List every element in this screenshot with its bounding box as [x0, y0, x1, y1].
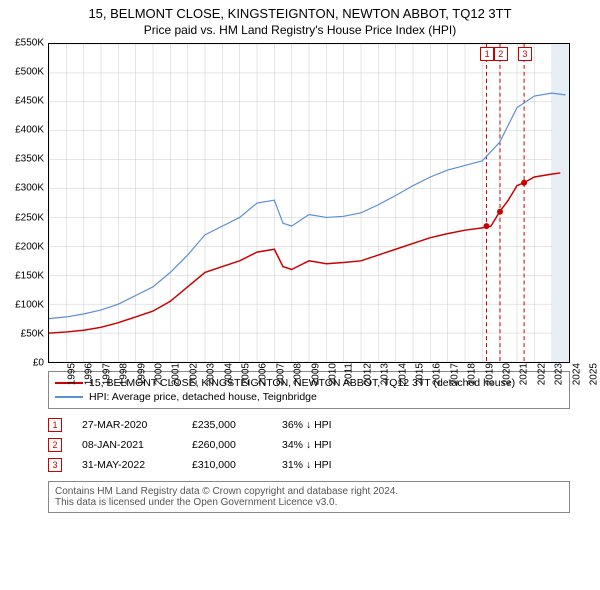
x-tick-label: 2004 — [223, 363, 234, 385]
x-tick-label: 2021 — [519, 363, 530, 385]
y-tick-label: £550K — [15, 38, 44, 49]
x-tick-label: 2014 — [397, 363, 408, 385]
x-tick-label: 2020 — [501, 363, 512, 385]
x-tick-label: 2019 — [484, 363, 495, 385]
event-marker: 2 — [48, 438, 62, 452]
x-tick-label: 1995 — [66, 363, 77, 385]
event-marker-2: 2 — [494, 47, 508, 61]
y-tick-label: £500K — [15, 67, 44, 78]
x-tick-label: 2007 — [275, 363, 286, 385]
y-tick-label: £200K — [15, 241, 44, 252]
x-tick-label: 2001 — [171, 363, 182, 385]
events-table: 1 27-MAR-2020 £235,000 36% ↓ HPI 2 08-JAN-202… — [48, 415, 570, 475]
legend-label: HPI: Average price, detached house, Teig… — [89, 391, 317, 403]
event-row: 2 08-JAN-2021 £260,000 34% ↓ HPI — [48, 435, 570, 455]
x-tick-label: 2023 — [553, 363, 564, 385]
y-tick-label: £350K — [15, 154, 44, 165]
event-delta: 36% ↓ HPI — [282, 419, 332, 431]
x-tick-label: 1996 — [84, 363, 95, 385]
x-tick-label: 2008 — [292, 363, 303, 385]
event-row: 1 27-MAR-2020 £235,000 36% ↓ HPI — [48, 415, 570, 435]
x-tick-label: 2022 — [536, 363, 547, 385]
y-tick-label: £100K — [15, 299, 44, 310]
event-marker: 1 — [48, 418, 62, 432]
chart-area: £0£50K£100K£150K£200K£250K£300K£350K£400… — [48, 43, 570, 363]
x-tick-label: 1997 — [101, 363, 112, 385]
event-price: £235,000 — [192, 419, 262, 431]
event-price: £260,000 — [192, 439, 262, 451]
event-date: 31-MAY-2022 — [82, 459, 172, 471]
legend-row: HPI: Average price, detached house, Teig… — [55, 390, 563, 404]
x-tick-label: 2013 — [379, 363, 390, 385]
y-tick-label: £150K — [15, 270, 44, 281]
event-date: 27-MAR-2020 — [82, 419, 172, 431]
legend-swatch — [55, 396, 83, 398]
x-tick-label: 2006 — [258, 363, 269, 385]
x-tick-label: 1998 — [118, 363, 129, 385]
chart-plot — [48, 43, 570, 363]
x-tick-label: 2010 — [327, 363, 338, 385]
event-price: £310,000 — [192, 459, 262, 471]
event-marker: 3 — [48, 458, 62, 472]
x-tick-label: 2017 — [449, 363, 460, 385]
y-tick-label: £0 — [33, 358, 44, 369]
event-marker-3: 3 — [518, 47, 532, 61]
x-tick-label: 1999 — [136, 363, 147, 385]
y-tick-label: £50K — [21, 328, 44, 339]
event-delta: 34% ↓ HPI — [282, 439, 332, 451]
x-tick-label: 2018 — [466, 363, 477, 385]
x-tick-label: 2015 — [414, 363, 425, 385]
x-tick-label: 2000 — [153, 363, 164, 385]
event-marker-1: 1 — [480, 47, 494, 61]
event-date: 08-JAN-2021 — [82, 439, 172, 451]
x-tick-label: 2002 — [188, 363, 199, 385]
chart-title-line2: Price paid vs. HM Land Registry's House … — [0, 21, 600, 43]
x-tick-label: 2025 — [588, 363, 599, 385]
x-tick-label: 2024 — [571, 363, 582, 385]
y-tick-label: £400K — [15, 125, 44, 136]
x-tick-label: 2009 — [310, 363, 321, 385]
footer-line2: This data is licensed under the Open Gov… — [55, 497, 563, 508]
chart-title-line1: 15, BELMONT CLOSE, KINGSTEIGNTON, NEWTON… — [0, 0, 600, 21]
x-tick-label: 2016 — [432, 363, 443, 385]
event-delta: 31% ↓ HPI — [282, 459, 332, 471]
x-tick-label: 2011 — [344, 363, 355, 385]
y-tick-label: £250K — [15, 212, 44, 223]
event-row: 3 31-MAY-2022 £310,000 31% ↓ HPI — [48, 455, 570, 475]
footer-line1: Contains HM Land Registry data © Crown c… — [55, 486, 563, 497]
y-tick-label: £450K — [15, 96, 44, 107]
footer: Contains HM Land Registry data © Crown c… — [48, 481, 570, 513]
y-tick-label: £300K — [15, 183, 44, 194]
x-tick-label: 2012 — [362, 363, 373, 385]
x-tick-label: 2005 — [240, 363, 251, 385]
x-tick-label: 2003 — [205, 363, 216, 385]
